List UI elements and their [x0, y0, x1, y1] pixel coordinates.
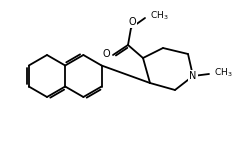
Text: N: N: [189, 71, 197, 81]
Text: CH$_3$: CH$_3$: [214, 67, 233, 79]
Text: O: O: [128, 17, 136, 27]
Text: CH$_3$: CH$_3$: [150, 10, 169, 22]
Text: O: O: [102, 49, 110, 59]
